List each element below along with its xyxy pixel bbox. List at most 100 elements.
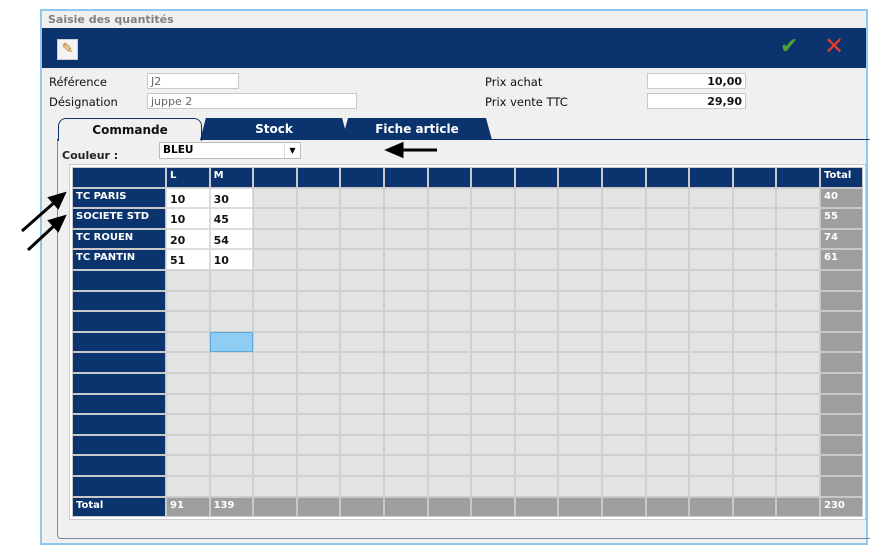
grid-cell[interactable] (471, 228, 515, 250)
grid-cell[interactable] (253, 434, 297, 456)
grid-cell[interactable] (471, 290, 515, 312)
grid-cell[interactable] (340, 270, 384, 291)
grid-cell[interactable]: 10 (209, 249, 254, 270)
grid-cell[interactable] (340, 373, 384, 394)
grid-cell[interactable] (732, 414, 777, 435)
grid-cell[interactable]: 10 (166, 208, 210, 229)
grid-cell[interactable]: 20 (166, 228, 210, 250)
grid-cell[interactable] (427, 476, 472, 497)
grid-cell[interactable] (645, 208, 690, 229)
grid-cell[interactable] (166, 352, 210, 373)
grid-cell[interactable] (427, 208, 472, 229)
grid-cell[interactable] (602, 249, 646, 270)
grid-cell[interactable] (209, 352, 254, 373)
grid-cell[interactable] (253, 476, 297, 497)
grid-cell[interactable] (209, 311, 254, 332)
pencil-icon[interactable]: ✎ (57, 39, 78, 60)
grid-cell[interactable] (514, 373, 559, 394)
grid-cell[interactable]: 54 (209, 228, 254, 250)
grid-cell[interactable] (732, 290, 777, 312)
grid-cell[interactable] (166, 455, 210, 476)
grid-cell[interactable] (689, 270, 733, 291)
grid-cell[interactable] (645, 476, 690, 497)
grid-cell[interactable] (384, 270, 428, 291)
grid-cell[interactable] (732, 373, 777, 394)
grid-cell[interactable] (776, 208, 820, 229)
grid-cell[interactable] (471, 311, 515, 332)
grid-cell[interactable] (471, 434, 515, 456)
grid-cell[interactable] (689, 249, 733, 270)
grid-cell[interactable] (340, 393, 384, 415)
grid-cell[interactable] (689, 187, 733, 209)
grid-cell[interactable] (427, 455, 472, 476)
grid-cell[interactable] (471, 393, 515, 415)
grid-cell[interactable] (340, 352, 384, 373)
grid-cell[interactable] (340, 455, 384, 476)
close-icon[interactable]: ✕ (824, 32, 845, 60)
grid-cell[interactable] (209, 414, 254, 435)
grid-cell[interactable] (471, 476, 515, 497)
grid-cell[interactable] (471, 270, 515, 291)
grid-cell[interactable] (558, 373, 602, 394)
grid-cell[interactable] (296, 455, 341, 476)
grid-cell[interactable] (166, 476, 210, 497)
grid-cell[interactable] (514, 393, 559, 415)
grid-cell[interactable] (209, 455, 254, 476)
grid-cell[interactable] (209, 331, 254, 353)
grid-cell[interactable] (602, 290, 646, 312)
grid-cell[interactable] (645, 434, 690, 456)
grid-cell[interactable] (558, 187, 602, 209)
grid-cell[interactable] (209, 270, 254, 291)
grid-cell[interactable] (514, 187, 559, 209)
grid-cell[interactable] (558, 455, 602, 476)
grid-cell[interactable] (645, 352, 690, 373)
grid-cell[interactable]: 10 (166, 187, 210, 209)
grid-cell[interactable] (645, 373, 690, 394)
grid-cell[interactable] (296, 393, 341, 415)
grid-cell[interactable] (732, 352, 777, 373)
grid-cell[interactable] (645, 187, 690, 209)
grid-cell[interactable] (384, 414, 428, 435)
grid-cell[interactable] (340, 414, 384, 435)
grid-cell[interactable] (296, 208, 341, 229)
grid-cell[interactable] (166, 414, 210, 435)
grid-cell[interactable] (689, 352, 733, 373)
grid-cell[interactable] (558, 311, 602, 332)
grid-cell[interactable] (427, 331, 472, 353)
grid-cell[interactable] (427, 270, 472, 291)
grid-cell[interactable] (645, 311, 690, 332)
grid-cell[interactable] (645, 331, 690, 353)
grid-cell[interactable] (776, 414, 820, 435)
grid-cell[interactable] (602, 228, 646, 250)
grid-cell[interactable] (732, 311, 777, 332)
grid-cell[interactable] (602, 311, 646, 332)
grid-cell[interactable] (776, 352, 820, 373)
grid-cell[interactable] (296, 290, 341, 312)
grid-cell[interactable] (689, 373, 733, 394)
grid-cell[interactable] (645, 414, 690, 435)
grid-cell[interactable] (166, 373, 210, 394)
chevron-down-icon[interactable]: ▼ (284, 143, 300, 158)
grid-cell[interactable] (558, 228, 602, 250)
grid-cell[interactable] (602, 208, 646, 229)
grid-cell[interactable] (384, 476, 428, 497)
grid-cell[interactable] (689, 414, 733, 435)
grid-cell[interactable] (558, 434, 602, 456)
grid-cell[interactable] (253, 187, 297, 209)
grid-cell[interactable] (471, 414, 515, 435)
grid-cell[interactable] (253, 414, 297, 435)
grid-cell[interactable] (384, 228, 428, 250)
grid-cell[interactable] (427, 290, 472, 312)
grid-cell[interactable] (427, 373, 472, 394)
grid-cell[interactable] (689, 393, 733, 415)
designation-input[interactable]: juppe 2 (147, 93, 357, 109)
grid-cell[interactable] (689, 455, 733, 476)
grid-cell[interactable] (514, 290, 559, 312)
grid-cell[interactable] (732, 393, 777, 415)
grid-cell[interactable] (732, 434, 777, 456)
grid-cell[interactable] (514, 455, 559, 476)
grid-cell[interactable] (558, 249, 602, 270)
grid-cell[interactable] (209, 476, 254, 497)
grid-cell[interactable] (602, 455, 646, 476)
grid-cell[interactable] (166, 434, 210, 456)
